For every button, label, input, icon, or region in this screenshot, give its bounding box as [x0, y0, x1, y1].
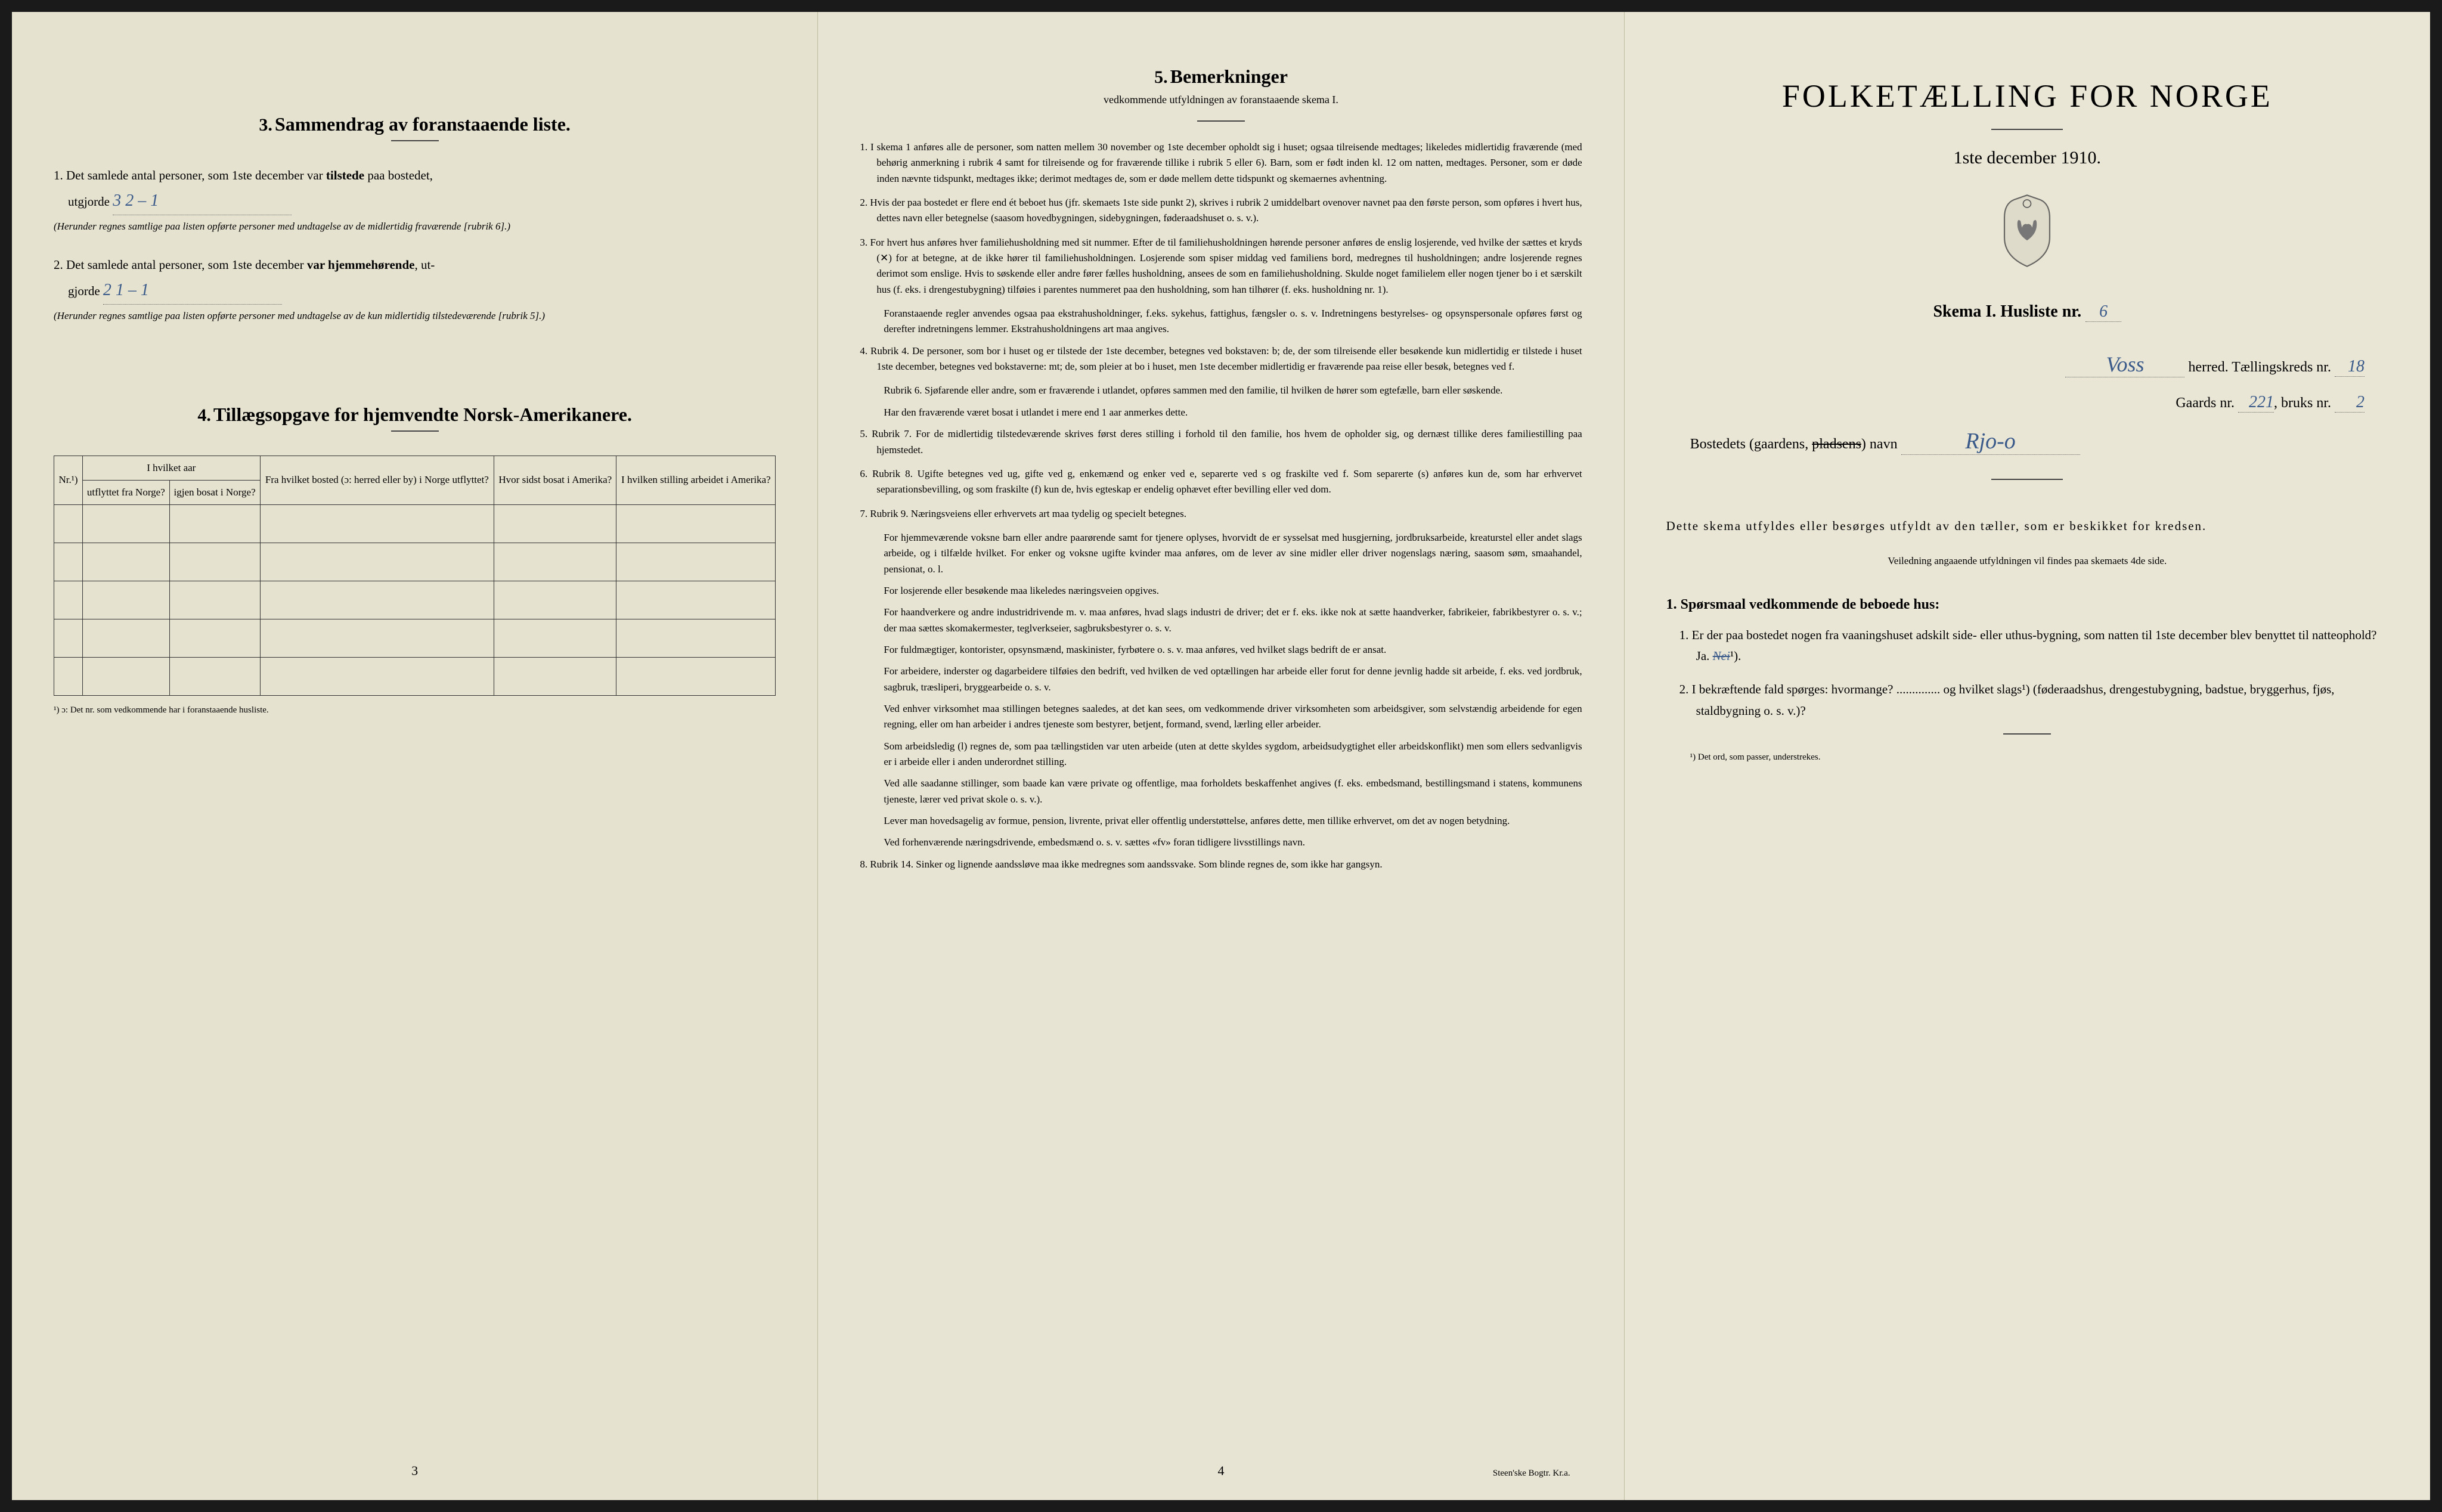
section-4-num: 4.: [197, 405, 211, 425]
th-nr: Nr.¹): [54, 456, 83, 504]
bottom-footnote: ¹) Det ord, som passer, understrekes.: [1666, 752, 2388, 763]
main-title: FOLKETÆLLING FOR NORGE: [1666, 78, 2388, 114]
skema-line: Skema I. Husliste nr. 6: [1666, 302, 2388, 322]
remark-7: 7. Rubrik 9. Næringsveiens eller erhverv…: [860, 506, 1582, 522]
printer-mark: Steen'ske Bogtr. Kr.a.: [1493, 1468, 1570, 1479]
remark-6: 6. Rubrik 8. Ugifte betegnes ved ug, gif…: [860, 466, 1582, 498]
remark-7-sub2: For losjerende eller besøkende maa likel…: [860, 583, 1582, 599]
th-from: Fra hvilket bosted (ɔ: herred eller by) …: [260, 456, 494, 504]
bosted-line: Bostedets (gaardens, pladsens) navn Rjo-…: [1666, 428, 2388, 455]
section-4-title: Tillægsopgave for hjemvendte Norsk-Ameri…: [213, 404, 632, 425]
rule: [1197, 120, 1245, 122]
remark-7-sub10: Ved forhenværende næringsdrivende, embed…: [860, 835, 1582, 850]
handwritten-nei-strike: Nei: [1713, 649, 1730, 663]
remark-3: 3. For hvert hus anføres hver familiehus…: [860, 235, 1582, 298]
remark-2: 2. Hvis der paa bostedet er flere end ét…: [860, 195, 1582, 227]
handwritten-bruk: 2: [2356, 393, 2364, 411]
remark-3-sub: Foranstaaende regler anvendes ogsaa paa …: [860, 306, 1582, 337]
s3-item1: 1. Det samlede antal personer, som 1ste …: [54, 165, 776, 237]
gaard-line: Gaards nr. 221, bruks nr. 2: [1666, 393, 2388, 413]
herred-line: Voss herred. Tællingskreds nr. 18: [1666, 352, 2388, 377]
handwritten-herred: Voss: [2106, 352, 2144, 376]
remark-7-sub6: Ved enhver virksomhet maa stillingen bet…: [860, 701, 1582, 733]
census-document: 3. Sammendrag av foranstaaende liste. 1.…: [12, 12, 2430, 1500]
subtitle: 1ste december 1910.: [1666, 148, 2388, 168]
th-returned: igjen bosat i Norge?: [169, 480, 260, 504]
th-where: Hvor sidst bosat i Amerika?: [494, 456, 616, 504]
table-row: [54, 581, 776, 619]
handwritten-total-present: 3 2 – 1: [113, 191, 159, 210]
table-footnote: ¹) ɔ: Det nr. som vedkommende har i fora…: [54, 705, 776, 715]
page-number-3: 3: [411, 1463, 418, 1479]
section-3-num: 3.: [259, 115, 272, 135]
s3-item2-note: (Herunder regnes samtlige paa listen opf…: [54, 310, 545, 321]
rule: [391, 430, 439, 432]
table-row: [54, 657, 776, 695]
remark-7-sub7: Som arbeidsledig (l) regnes de, som paa …: [860, 739, 1582, 770]
section-5-subtitle: vedkommende utfyldningen av foranstaaend…: [860, 94, 1582, 106]
remark-7-sub8: Ved alle saadanne stillinger, som baade …: [860, 776, 1582, 807]
table-row: [54, 504, 776, 543]
handwritten-gaard: 221: [2249, 393, 2274, 411]
remark-4-sub1: Rubrik 6. Sjøfarende eller andre, som er…: [860, 383, 1582, 398]
instructions: Dette skema utfyldes eller besørges utfy…: [1666, 516, 2388, 537]
remark-4: 4. Rubrik 4. De personer, som bor i huse…: [860, 343, 1582, 375]
page-4: 5. Bemerkninger vedkommende utfyldningen…: [818, 12, 1624, 1500]
section-5-num: 5.: [1154, 67, 1168, 87]
th-year-group: I hvilket aar: [83, 456, 261, 480]
remark-7-sub3: For haandverkere og andre industridriven…: [860, 605, 1582, 636]
th-occupation: I hvilken stilling arbeidet i Amerika?: [616, 456, 776, 504]
handwritten-husliste-nr: 6: [2099, 302, 2108, 321]
th-emigrated: utflyttet fra Norge?: [83, 480, 170, 504]
remark-1: 1. I skema 1 anføres alle de personer, s…: [860, 140, 1582, 187]
page-3: 3. Sammendrag av foranstaaende liste. 1.…: [12, 12, 818, 1500]
section-5-title: Bemerkninger: [1170, 66, 1288, 87]
question-2: 2. I bekræftende fald spørges: hvormange…: [1666, 679, 2388, 721]
rule: [1991, 129, 2063, 130]
page-cover: FOLKETÆLLING FOR NORGE 1ste december 191…: [1625, 12, 2430, 1500]
section-5-header: 5. Bemerkninger: [860, 66, 1582, 88]
handwritten-bosted: Rjo-o: [1965, 429, 2015, 454]
remark-7-sub9: Lever man hovedsagelig av formue, pensio…: [860, 813, 1582, 829]
rule: [1991, 479, 2063, 480]
rule: [391, 140, 439, 141]
s3-item2: 2. Det samlede antal personer, som 1ste …: [54, 255, 776, 326]
remark-7-sub1: For hjemmeværende voksne barn eller andr…: [860, 530, 1582, 577]
handwritten-total-resident: 2 1 – 1: [103, 281, 149, 299]
section-4-header: 4. Tillægsopgave for hjemvendte Norsk-Am…: [54, 404, 776, 432]
rule: [2003, 733, 2051, 735]
question-1: 1. Er der paa bostedet nogen fra vaaning…: [1666, 625, 2388, 667]
coat-of-arms-icon: [1666, 192, 2388, 272]
remark-5: 5. Rubrik 7. For de midlertidig tilstede…: [860, 426, 1582, 458]
section-3-header: 3. Sammendrag av foranstaaende liste.: [54, 113, 776, 141]
emigrant-table: Nr.¹) I hvilket aar Fra hvilket bosted (…: [54, 456, 776, 696]
table-row: [54, 543, 776, 581]
question-header: 1. Spørsmaal vedkommende de beboede hus:: [1666, 597, 2388, 613]
remark-4-sub2: Har den fraværende været bosat i utlande…: [860, 405, 1582, 420]
remark-7-sub4: For fuldmægtiger, kontorister, opsynsmæn…: [860, 642, 1582, 658]
instructions-small: Veiledning angaaende utfyldningen vil fi…: [1666, 555, 2388, 567]
remark-8: 8. Rubrik 14. Sinker og lignende aandssl…: [860, 857, 1582, 872]
page-number-4: 4: [1217, 1463, 1224, 1479]
section-3-title: Sammendrag av foranstaaende liste.: [275, 113, 571, 135]
table-row: [54, 619, 776, 657]
s3-item1-note: (Herunder regnes samtlige paa listen opf…: [54, 221, 510, 232]
remark-7-sub5: For arbeidere, inderster og dagarbeidere…: [860, 664, 1582, 695]
handwritten-kreds: 18: [2348, 357, 2364, 376]
